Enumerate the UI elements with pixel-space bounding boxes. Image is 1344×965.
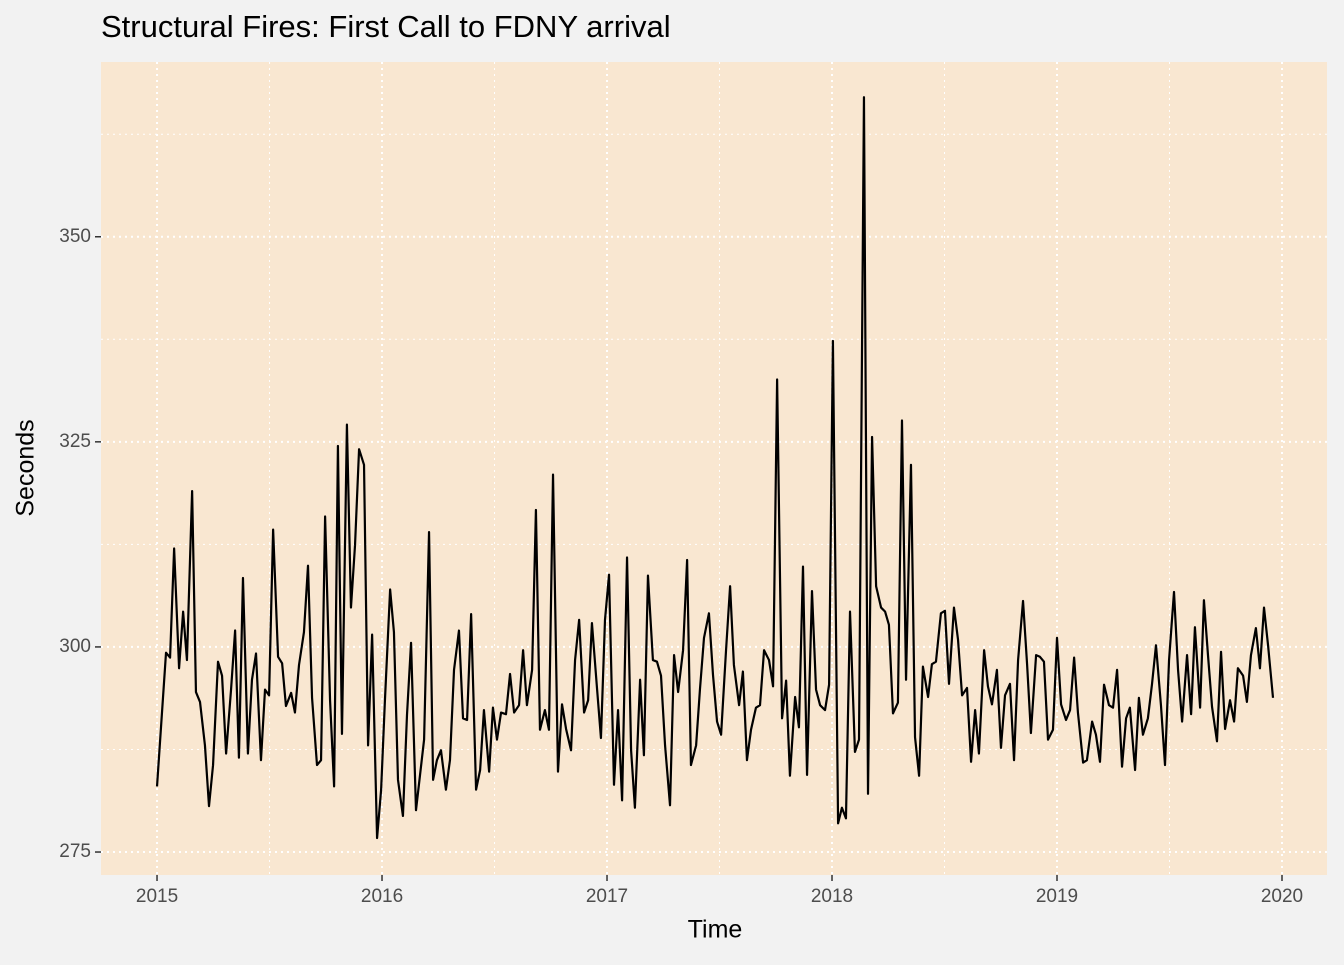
x-axis-label: Time	[688, 916, 743, 944]
x-tick-label: 2017	[586, 886, 628, 907]
y-tick-label: 300	[59, 636, 91, 657]
y-tick-label: 325	[59, 431, 91, 452]
x-tick-label: 2020	[1261, 886, 1303, 907]
x-tick-label: 2016	[361, 886, 403, 907]
y-axis-label: Seconds	[12, 419, 40, 516]
x-tick-label: 2018	[811, 886, 853, 907]
x-tick-label: 2015	[136, 886, 178, 907]
panel	[101, 62, 1327, 875]
line	[155, 96, 1275, 840]
chart-title: Structural Fires: First Call to FDNY arr…	[101, 9, 671, 44]
y-tick-label: 275	[59, 841, 91, 862]
x-tick-label: 2019	[1036, 886, 1078, 907]
y-tick-label: 350	[59, 226, 91, 247]
